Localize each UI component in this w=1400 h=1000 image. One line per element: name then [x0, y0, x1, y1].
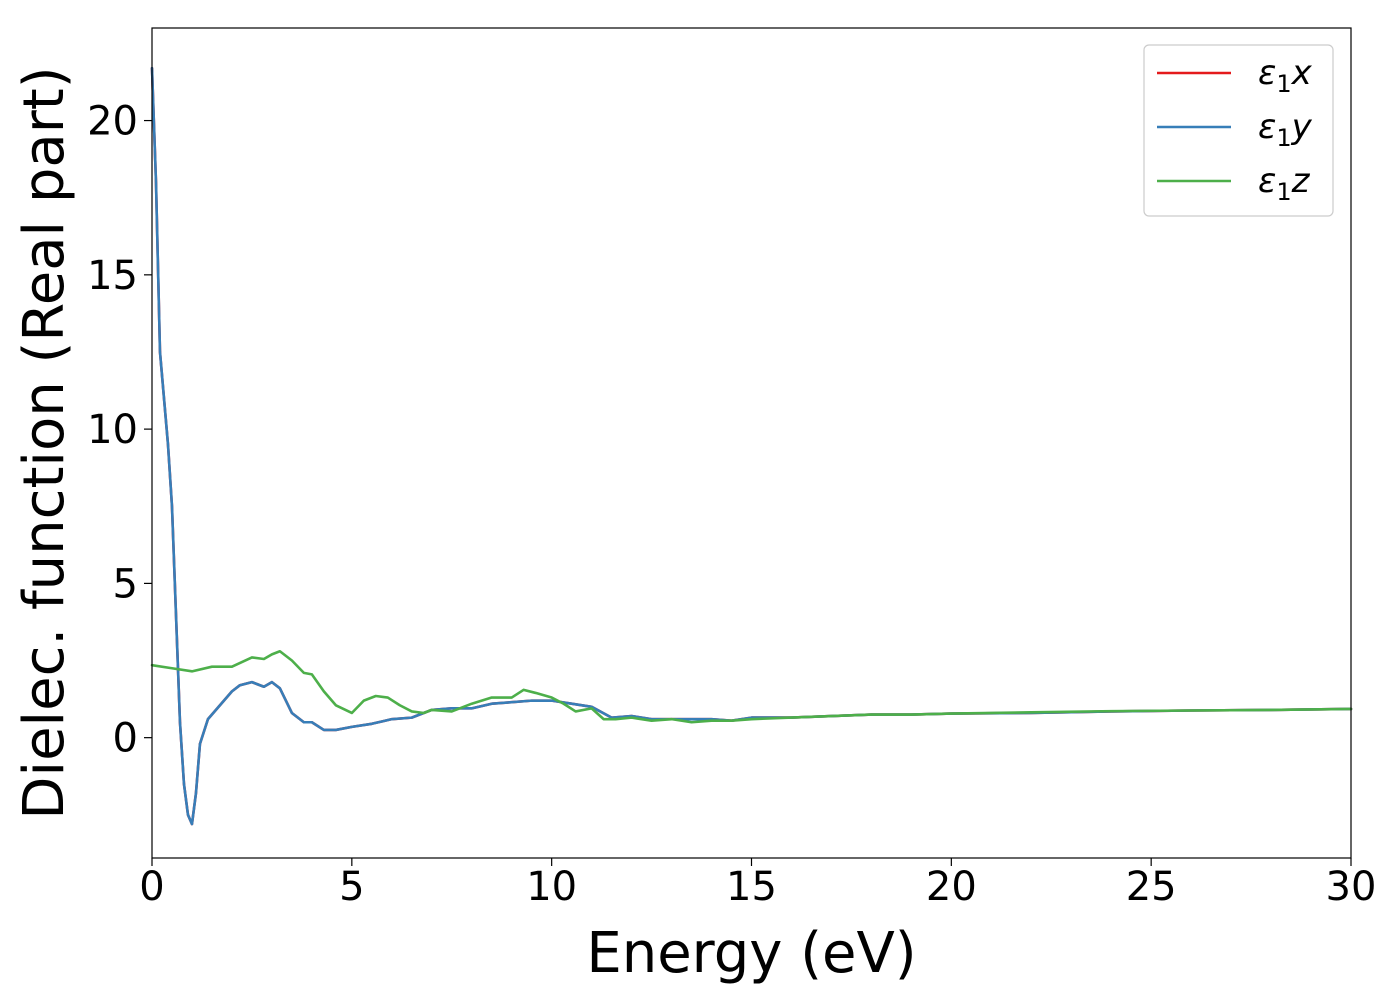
x-tick-label: 10 — [526, 864, 577, 910]
x-tick-label: 30 — [1326, 864, 1377, 910]
y-tick-label: 15 — [87, 253, 138, 299]
x-tick-label: 0 — [139, 864, 164, 910]
legend-label-z: ε1z — [1258, 161, 1311, 206]
x-axis-title: Energy (eV) — [586, 921, 916, 986]
y-tick-label: 0 — [113, 716, 138, 762]
x-tick-label: 25 — [1126, 864, 1177, 910]
y-tick-label: 5 — [113, 561, 138, 607]
x-tick-label: 20 — [926, 864, 977, 910]
x-tick-label: 15 — [726, 864, 777, 910]
series-layer — [150, 66, 1353, 826]
x-tick-label: 5 — [339, 864, 364, 910]
y-axis: 0 5 10 15 20 — [87, 99, 152, 762]
y-tick-label: 10 — [87, 407, 138, 453]
legend-label-y: ε1y — [1258, 107, 1313, 152]
legend: ε1x ε1y ε1z — [1143, 44, 1334, 217]
y-axis-title: Dielec. function (Real part) — [12, 66, 77, 819]
x-axis: 0 5 10 15 20 25 30 — [139, 858, 1376, 910]
legend-label-x: ε1x — [1258, 53, 1313, 98]
series-line-z — [150, 649, 1353, 724]
legend-box — [1143, 44, 1334, 217]
y-tick-label: 20 — [87, 99, 138, 145]
